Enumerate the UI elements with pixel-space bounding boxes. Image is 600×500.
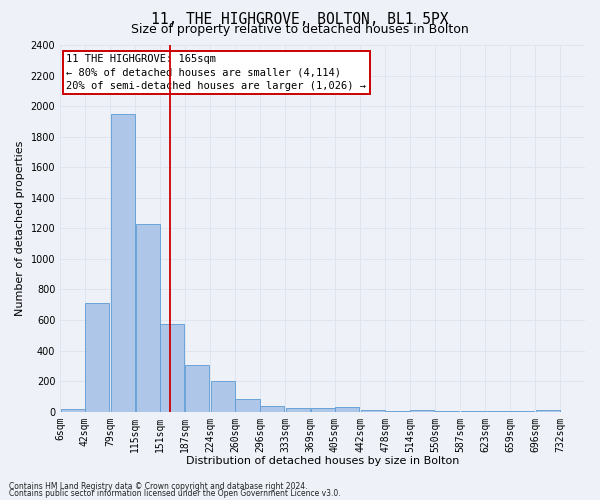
Bar <box>435 411 459 412</box>
Y-axis label: Number of detached properties: Number of detached properties <box>15 140 25 316</box>
Text: Size of property relative to detached houses in Bolton: Size of property relative to detached ho… <box>131 22 469 36</box>
Bar <box>61 410 85 412</box>
Text: Contains HM Land Registry data © Crown copyright and database right 2024.: Contains HM Land Registry data © Crown c… <box>9 482 308 491</box>
Bar <box>111 114 135 412</box>
Bar <box>361 410 385 412</box>
Bar <box>311 408 335 412</box>
Bar <box>536 410 560 412</box>
Bar <box>286 408 310 412</box>
Bar <box>136 224 160 412</box>
Bar <box>386 411 410 412</box>
Bar <box>410 410 434 412</box>
X-axis label: Distribution of detached houses by size in Bolton: Distribution of detached houses by size … <box>186 456 459 466</box>
Bar <box>510 411 535 412</box>
Bar <box>160 324 184 412</box>
Text: 11, THE HIGHGROVE, BOLTON, BL1 5PX: 11, THE HIGHGROVE, BOLTON, BL1 5PX <box>151 12 449 26</box>
Bar <box>461 411 485 412</box>
Bar <box>185 365 209 412</box>
Bar <box>235 400 260 411</box>
Text: Contains public sector information licensed under the Open Government Licence v3: Contains public sector information licen… <box>9 489 341 498</box>
Bar <box>485 411 509 412</box>
Text: 11 THE HIGHGROVE: 165sqm
← 80% of detached houses are smaller (4,114)
20% of sem: 11 THE HIGHGROVE: 165sqm ← 80% of detach… <box>67 54 367 90</box>
Bar <box>260 406 284 411</box>
Bar <box>211 381 235 412</box>
Bar <box>85 303 109 412</box>
Bar <box>335 407 359 412</box>
